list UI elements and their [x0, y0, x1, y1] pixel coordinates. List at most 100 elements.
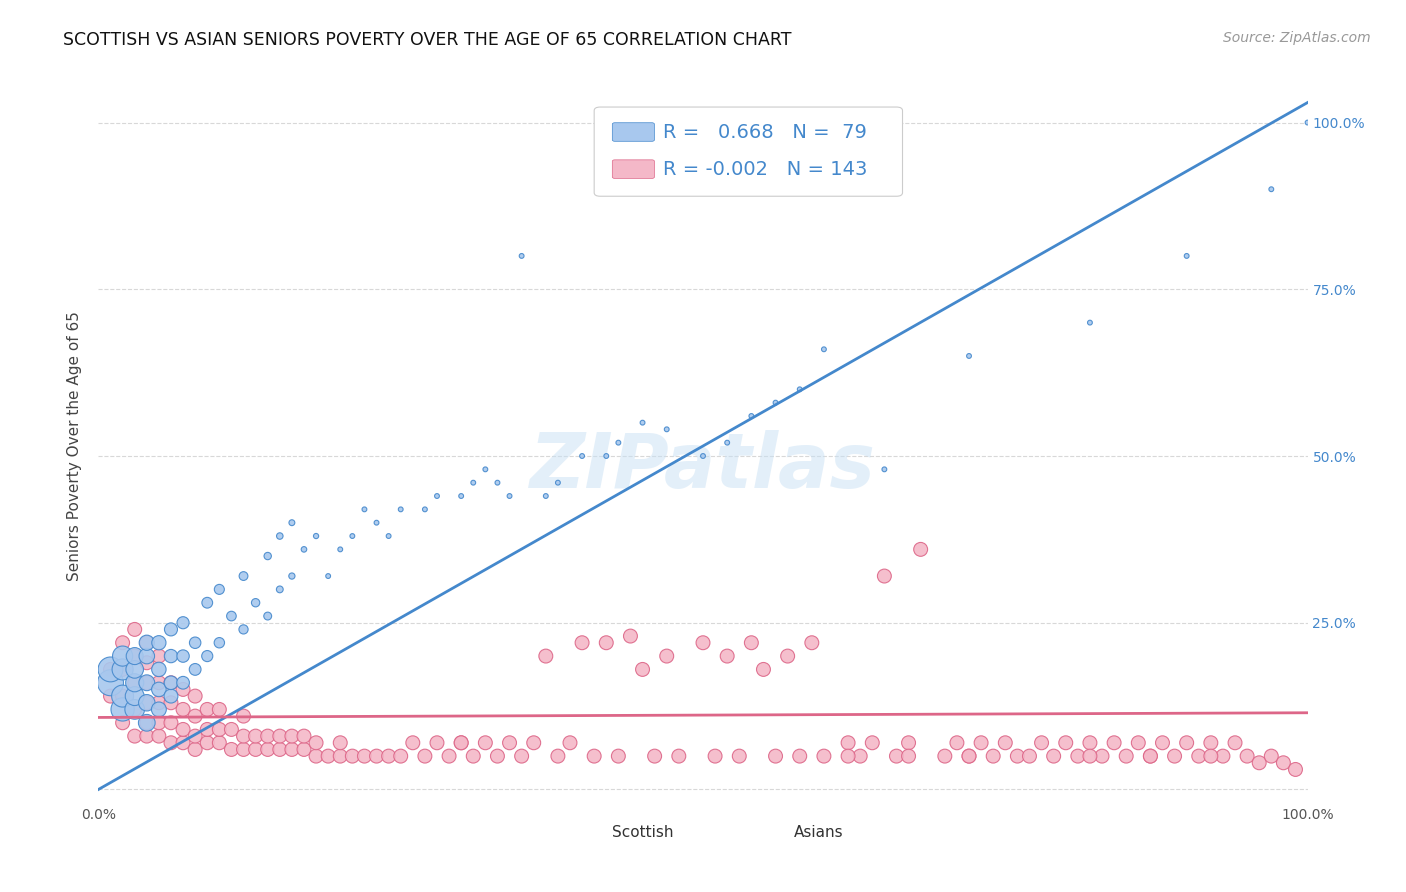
Point	[1199, 736, 1222, 750]
Point	[789, 749, 811, 764]
Point	[329, 542, 352, 557]
Point	[1139, 749, 1161, 764]
Point	[1128, 736, 1150, 750]
Point	[184, 689, 207, 703]
Point	[981, 749, 1004, 764]
Point	[402, 736, 425, 750]
Point	[100, 675, 122, 690]
Point	[510, 249, 533, 263]
Point	[124, 649, 146, 664]
Point	[269, 529, 291, 543]
Point	[668, 749, 690, 764]
Point	[305, 749, 328, 764]
Point	[124, 675, 146, 690]
FancyBboxPatch shape	[613, 160, 654, 178]
Point	[245, 729, 267, 743]
Point	[124, 729, 146, 743]
FancyBboxPatch shape	[755, 830, 786, 848]
Point	[837, 736, 859, 750]
Point	[377, 529, 399, 543]
Point	[245, 742, 267, 756]
Point	[765, 749, 787, 764]
Point	[135, 636, 157, 650]
Point	[789, 382, 811, 396]
Point	[547, 475, 569, 490]
Point	[221, 742, 243, 756]
Point	[148, 636, 170, 650]
Point	[837, 749, 859, 764]
Point	[305, 529, 328, 543]
Point	[860, 736, 883, 750]
Point	[160, 649, 183, 664]
Point	[160, 675, 183, 690]
Point	[148, 702, 170, 716]
Point	[655, 649, 678, 664]
Point	[1031, 736, 1053, 750]
Point	[124, 623, 146, 637]
Point	[813, 749, 835, 764]
Point	[716, 649, 738, 664]
Point	[994, 736, 1017, 750]
Point	[450, 736, 472, 750]
Point	[1260, 182, 1282, 196]
Point	[292, 542, 315, 557]
Y-axis label: Seniors Poverty Over the Age of 65: Seniors Poverty Over the Age of 65	[67, 311, 83, 581]
Point	[486, 749, 509, 764]
Point	[776, 649, 799, 664]
Text: Source: ZipAtlas.com: Source: ZipAtlas.com	[1223, 31, 1371, 45]
Point	[366, 516, 388, 530]
Point	[1212, 749, 1234, 764]
Point	[135, 656, 157, 670]
Point	[728, 749, 751, 764]
Point	[571, 449, 593, 463]
Point	[426, 736, 449, 750]
Point	[389, 502, 412, 516]
Point	[100, 689, 122, 703]
Point	[692, 449, 714, 463]
Point	[463, 475, 485, 490]
Point	[437, 749, 460, 764]
Point	[135, 715, 157, 730]
Point	[1078, 316, 1101, 330]
Point	[316, 569, 339, 583]
Point	[160, 623, 183, 637]
Point	[957, 749, 980, 764]
Point	[124, 702, 146, 716]
Point	[148, 729, 170, 743]
Point	[413, 502, 436, 516]
Point	[232, 709, 254, 723]
Point	[1188, 749, 1211, 764]
Point	[463, 749, 485, 764]
Point	[571, 636, 593, 650]
Point	[510, 749, 533, 764]
Point	[740, 409, 762, 423]
Point	[631, 662, 654, 676]
Point	[426, 489, 449, 503]
Point	[269, 582, 291, 597]
Point	[1284, 763, 1306, 777]
Point	[474, 462, 496, 476]
Point	[232, 623, 254, 637]
Point	[897, 736, 920, 750]
Point	[886, 749, 908, 764]
Point	[765, 395, 787, 409]
Point	[1042, 749, 1064, 764]
Point	[1199, 749, 1222, 764]
Point	[934, 749, 956, 764]
Point	[172, 675, 194, 690]
Point	[1067, 749, 1090, 764]
Point	[342, 529, 364, 543]
Point	[148, 662, 170, 676]
Point	[184, 709, 207, 723]
Point	[245, 596, 267, 610]
Point	[873, 569, 896, 583]
Point	[281, 742, 304, 756]
Point	[1163, 749, 1185, 764]
Point	[184, 729, 207, 743]
Point	[256, 609, 278, 624]
Point	[195, 702, 218, 716]
Point	[111, 689, 134, 703]
Point	[498, 736, 520, 750]
Point	[111, 702, 134, 716]
Point	[377, 749, 399, 764]
